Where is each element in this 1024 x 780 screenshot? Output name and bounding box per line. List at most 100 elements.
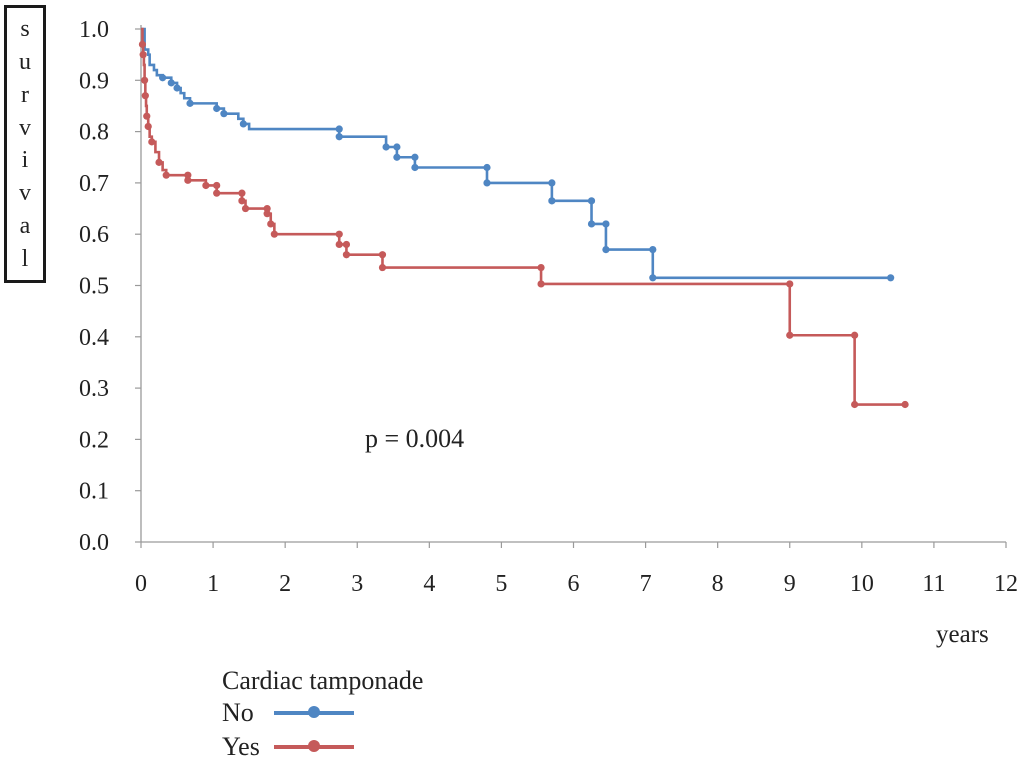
censor-mark-no [393, 143, 401, 151]
censor-mark-no [382, 143, 390, 151]
censor-mark-yes [202, 181, 210, 190]
censor-mark-no [548, 197, 556, 205]
x-tick-label: 9 [784, 571, 796, 597]
series-line-yes [141, 27, 906, 406]
y-tick-label: 0.6 [79, 222, 109, 248]
y-axis: 0.0 0.1 0.2 0.3 0.4 0.5 0.6 0.7 0.8 0.9 1.0 [79, 17, 142, 556]
x-tick-label: 3 [351, 571, 363, 597]
x-tick-label: 4 [423, 571, 435, 597]
y-axis-label-letter: s [20, 15, 30, 42]
censor-mark-no [335, 133, 343, 141]
censor-mark-yes [378, 263, 387, 272]
censor-mark-yes [786, 331, 794, 339]
censor-mark-yes [184, 171, 192, 179]
legend: Cardiac tamponade No Yes [222, 666, 423, 764]
censor-mark-yes [901, 400, 909, 409]
y-axis-label-letter: a [19, 213, 31, 240]
censor-mark-yes [148, 138, 156, 146]
y-tick-label: 0.4 [79, 325, 109, 351]
legend-dot-yes [308, 740, 320, 752]
y-axis-label-letter: i [21, 147, 29, 174]
censor-mark-yes [537, 280, 545, 288]
y-axis-label-letter: r [21, 81, 29, 108]
legend-swatch-yes [274, 740, 354, 752]
censor-mark-no [548, 179, 556, 187]
censor-mark-no [159, 74, 167, 82]
series-line-no [141, 27, 891, 280]
legend-item-yes: Yes [222, 730, 423, 764]
censor-mark-yes [213, 189, 221, 197]
y-tick-label: 0.5 [79, 274, 109, 300]
legend-title: Cardiac tamponade [222, 666, 424, 695]
censor-mark-yes [342, 240, 351, 249]
x-tick-label: 11 [922, 571, 945, 597]
censor-mark-yes [851, 400, 859, 409]
censor-mark-no [602, 245, 610, 254]
legend-label-no: No [222, 698, 254, 727]
y-tick-label: 0.1 [79, 479, 109, 505]
censor-mark-yes [213, 181, 221, 190]
censor-mark-no [587, 197, 596, 205]
censor-mark-yes [155, 158, 163, 166]
censor-mark-yes [851, 331, 859, 339]
censor-mark-yes [335, 240, 343, 249]
censor-mark-yes [342, 251, 351, 259]
y-tick-label: 0.8 [79, 120, 109, 146]
x-tick-label: 5 [495, 571, 507, 597]
x-tick-label: 6 [568, 571, 580, 597]
censor-mark-no [335, 125, 343, 133]
x-tick-label: 2 [279, 571, 291, 597]
x-axis-label: years [936, 621, 989, 648]
censor-mark-no [602, 220, 610, 228]
censor-mark-no [173, 84, 181, 92]
censor-mark-no [167, 79, 175, 87]
censor-mark-yes [786, 280, 794, 288]
censor-mark-yes [139, 51, 147, 59]
x-tick-label: 1 [207, 571, 219, 597]
censor-mark-no [587, 220, 596, 228]
censor-mark-no [220, 110, 228, 118]
censor-mark-yes [270, 230, 278, 238]
censor-mark-yes [144, 122, 152, 131]
censor-mark-no [393, 153, 401, 161]
x-tick-label: 7 [640, 571, 652, 597]
censor-mark-yes [138, 40, 147, 48]
censor-mark-no [887, 274, 895, 282]
legend-swatch-no [274, 706, 354, 718]
x-tick-label: 8 [712, 571, 724, 597]
censor-mark-no [649, 274, 657, 282]
censor-mark-yes [263, 204, 271, 213]
censor-mark-yes [267, 220, 275, 228]
y-tick-label: 0.7 [79, 171, 109, 197]
legend-label-yes: Yes [222, 732, 260, 761]
censor-mark-no [411, 163, 419, 172]
censor-mark-yes [162, 171, 170, 179]
x-tick-label: 12 [994, 571, 1018, 597]
y-tick-label: 0.0 [79, 530, 109, 556]
censor-mark-yes [263, 210, 271, 218]
y-axis-label-letter: v [19, 114, 31, 141]
censor-mark-yes [378, 251, 387, 259]
censor-mark-no [213, 104, 221, 113]
censor-mark-yes [335, 230, 343, 238]
p-value-annotation: p = 0.004 [365, 424, 465, 453]
censor-mark-no [411, 153, 419, 161]
censor-mark-no [186, 99, 194, 107]
y-axis-label-letter: v [19, 180, 31, 207]
x-axis: 0 1 2 3 4 5 6 7 8 9 10 11 12 [135, 541, 1018, 597]
censor-mark-yes [141, 76, 149, 84]
censor-mark-yes [537, 263, 545, 272]
legend-dot-no [308, 706, 320, 718]
y-tick-label: 0.3 [79, 376, 109, 402]
legend-item-no: No [222, 696, 423, 730]
y-tick-label: 1.0 [79, 17, 109, 43]
censor-mark-yes [238, 189, 246, 197]
censor-mark-no [649, 245, 657, 254]
x-tick-label: 10 [850, 571, 874, 597]
y-axis-label-letter: l [21, 246, 29, 272]
censor-mark-no [483, 179, 491, 187]
censor-mark-yes [141, 92, 149, 100]
censor-mark-no [483, 163, 491, 172]
